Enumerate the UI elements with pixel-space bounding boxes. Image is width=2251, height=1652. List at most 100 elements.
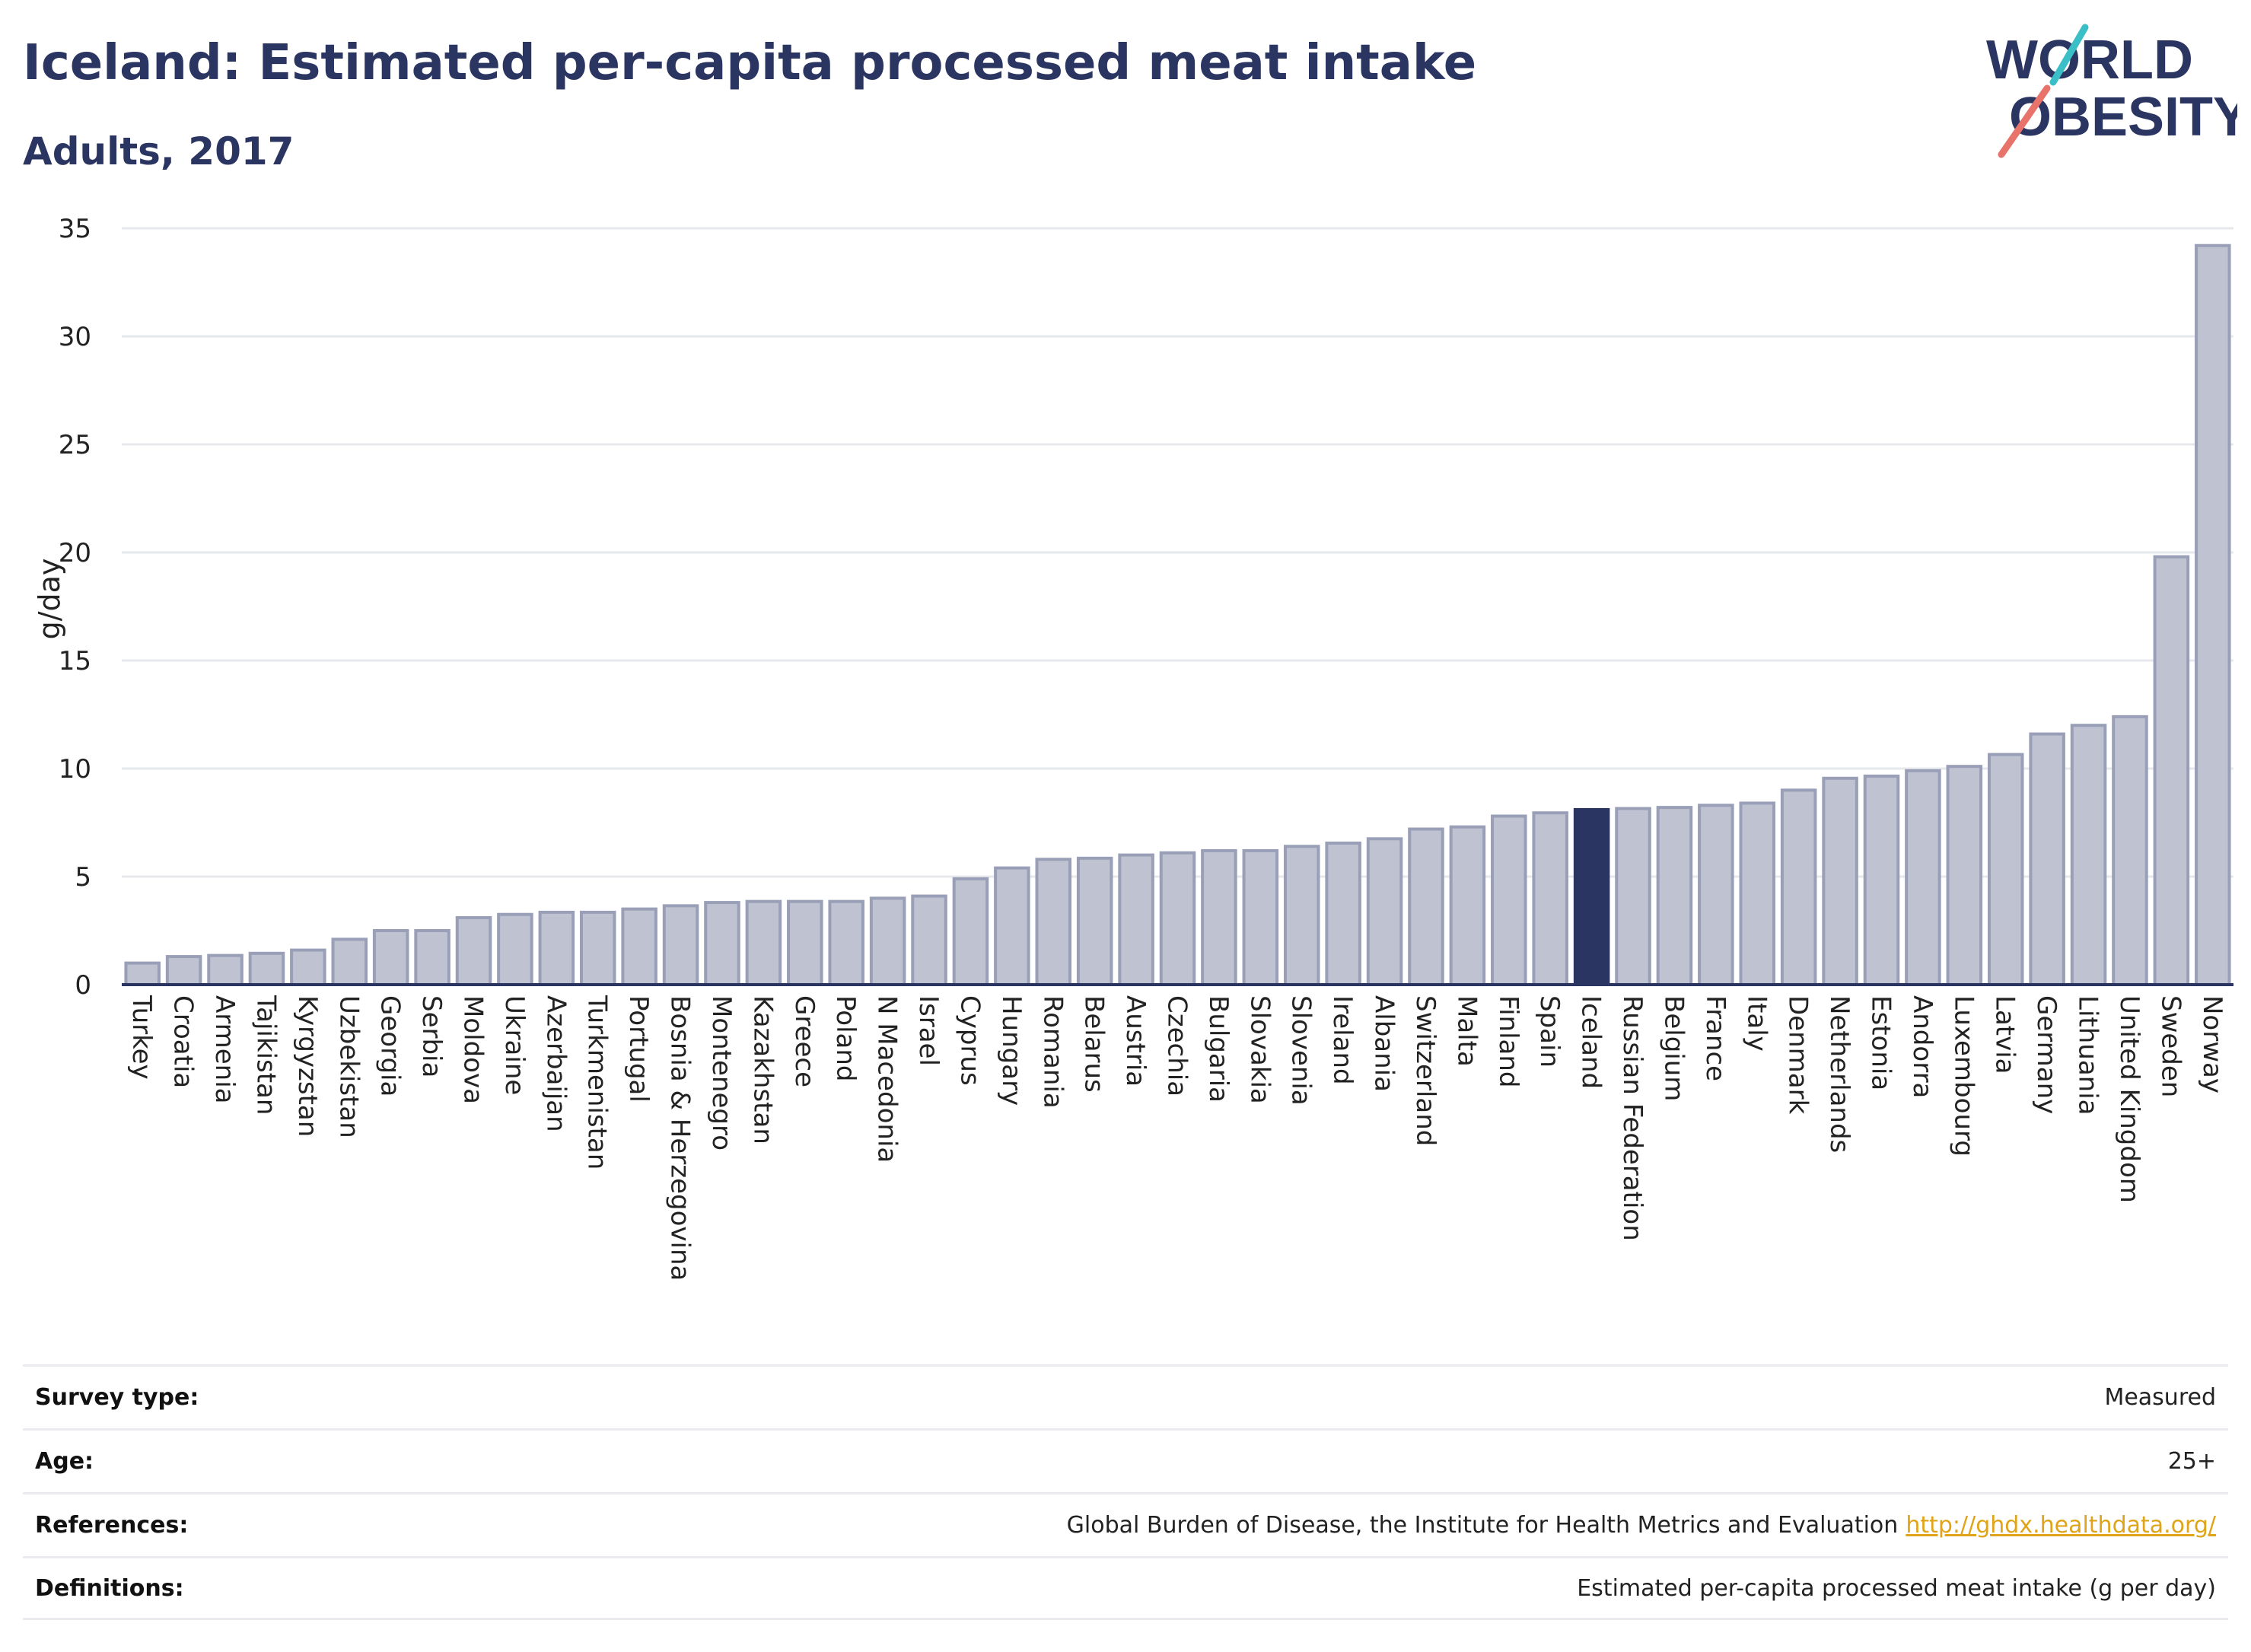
x-tick-label: Italy: [1741, 995, 1772, 1052]
bar-greece: [787, 899, 823, 987]
x-tick-label: Spain: [1534, 995, 1565, 1068]
x-tick-label: Norway: [2197, 995, 2227, 1093]
survey-type-value: Measured: [2104, 1384, 2216, 1411]
y-tick-label: 15: [59, 646, 91, 676]
x-tick-label: Belarus: [1079, 995, 1110, 1093]
x-tick-label: Portugal: [623, 995, 654, 1103]
y-tick-label: 30: [59, 322, 91, 352]
y-tick-label: 25: [59, 430, 91, 460]
x-tick-label: Moldova: [458, 995, 489, 1104]
bar-kyrgyzstan: [290, 948, 326, 987]
bar-portugal: [621, 907, 657, 986]
bar-belgium: [1656, 806, 1693, 986]
bar-cyprus: [952, 877, 989, 986]
logo-line-2: OBESITY: [2009, 87, 2237, 148]
x-tick-label: Uzbekistan: [333, 995, 364, 1138]
bar-iceland: [1573, 807, 1610, 986]
x-tick-label: Tajikistan: [250, 995, 281, 1115]
x-tick-label: Slovenia: [1286, 995, 1317, 1106]
x-tick-label: Andorra: [1907, 995, 1937, 1098]
bar-finland: [1491, 814, 1527, 986]
x-tick-label: Serbia: [416, 995, 447, 1077]
definitions-value: Estimated per-capita processed meat inta…: [1577, 1574, 2216, 1602]
x-tick-label: France: [1700, 995, 1730, 1081]
x-tick-label: Czechia: [1162, 995, 1192, 1097]
bar-turkmenistan: [579, 910, 616, 986]
bar-uzbekistan: [331, 937, 368, 986]
x-tick-label: Malta: [1451, 995, 1482, 1067]
x-tick-label: Kyrgyzstan: [292, 995, 323, 1137]
definitions-label: Definitions:: [35, 1574, 184, 1602]
x-tick-label: Turkey: [126, 995, 157, 1080]
x-tick-label: Austria: [1120, 995, 1151, 1087]
x-tick-label: Kazakhstan: [747, 995, 778, 1144]
x-tick-label: Israel: [913, 995, 944, 1066]
references-text: Global Burden of Disease, the Institute …: [1066, 1512, 1899, 1539]
x-tick-label: Cyprus: [954, 995, 985, 1086]
bar-latvia: [1987, 753, 2024, 986]
x-tick-label: Netherlands: [1824, 995, 1855, 1153]
references-label: References:: [35, 1512, 189, 1539]
x-tick-label: Denmark: [1783, 995, 1813, 1115]
bar-azerbaijan: [538, 910, 575, 986]
bar-slovakia: [1242, 848, 1279, 987]
x-tick-label: Luxembourg: [1948, 995, 1979, 1157]
x-tick-label: Romania: [1037, 995, 1068, 1109]
bar-andorra: [1905, 769, 1941, 987]
bar-israel: [911, 894, 947, 987]
bar-austria: [1118, 853, 1154, 986]
bar-tajikistan: [248, 951, 285, 986]
bar-albania: [1366, 837, 1403, 987]
bar-russian-federation: [1615, 807, 1651, 987]
bar-poland: [828, 899, 864, 987]
x-tick-label: Latvia: [1990, 995, 2020, 1074]
bar-chart: 0 5 10 15 20 25 30 35 Turkey Croatia Armenia Tajik…: [33, 214, 2233, 1281]
bar-lithuania: [2070, 724, 2107, 986]
bar-n-macedonia: [869, 896, 906, 987]
bar-ireland: [1325, 841, 1361, 986]
age-value: 25+: [2167, 1448, 2216, 1475]
y-tick-label: 35: [59, 214, 91, 244]
age-label: Age:: [35, 1448, 94, 1475]
x-tick-label: Croatia: [168, 995, 199, 1088]
bar-sweden: [2153, 555, 2190, 986]
bar-georgia: [372, 929, 409, 986]
x-tick-label: Hungary: [996, 995, 1027, 1106]
bar-kazakhstan: [745, 899, 782, 987]
x-tick-label: Estonia: [1866, 995, 1896, 1090]
info-row-references: References: Global Burden of Disease, th…: [23, 1492, 2228, 1556]
bar-hungary: [994, 866, 1030, 987]
x-tick-label: Russian Federation: [1617, 995, 1648, 1241]
chart-title: Iceland: Estimated per-capita processed …: [23, 35, 1477, 91]
x-tick-label: Albania: [1369, 995, 1399, 1092]
y-tick-label: 0: [75, 970, 91, 1001]
x-tick-label: Germany: [2031, 995, 2062, 1114]
x-tick-label: Greece: [789, 995, 820, 1087]
x-tick-label: Belgium: [1658, 995, 1689, 1101]
logo-line-1: WORLD: [1986, 30, 2193, 91]
x-tick-label: Finland: [1493, 995, 1523, 1088]
bar-netherlands: [1822, 776, 1858, 987]
x-tick-label: United Kingdom: [2114, 995, 2144, 1203]
x-tick-label: Bulgaria: [1203, 995, 1234, 1103]
references-link[interactable]: http://ghdx.healthdata.org/: [1906, 1512, 2216, 1539]
bar-norway: [2195, 244, 2231, 987]
x-tick-label: Slovakia: [1244, 995, 1275, 1104]
bar-spain: [1532, 811, 1568, 986]
x-tick-label: Ukraine: [499, 995, 530, 1095]
chart-subtitle: Adults, 2017: [23, 129, 295, 173]
bars: [124, 244, 2231, 987]
survey-type-label: Survey type:: [35, 1384, 199, 1411]
logo-teal-stroke: [2049, 24, 2089, 86]
bar-malta: [1449, 825, 1486, 987]
references-value: Global Burden of Disease, the Institute …: [1067, 1512, 2216, 1539]
bar-denmark: [1780, 788, 1817, 987]
bar-croatia: [165, 955, 202, 986]
bar-moldova: [455, 915, 492, 986]
bar-estonia: [1863, 774, 1900, 986]
bar-ukraine: [497, 912, 533, 986]
x-tick-label: Armenia: [209, 995, 240, 1104]
x-tick-label: Lithuania: [2073, 995, 2103, 1115]
info-row-age: Age: 25+: [23, 1428, 2228, 1492]
bar-luxembourg: [1946, 765, 1983, 986]
